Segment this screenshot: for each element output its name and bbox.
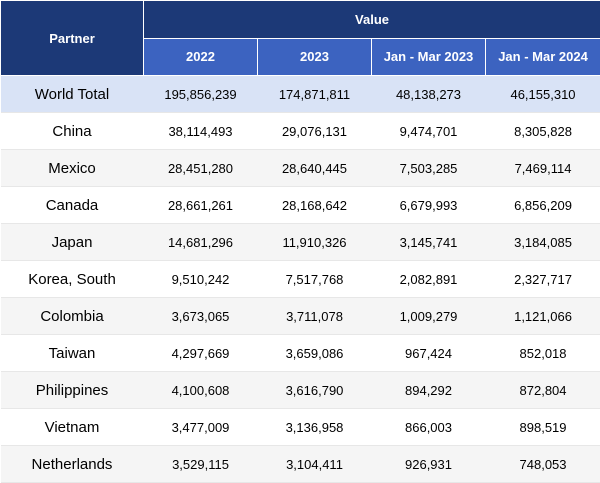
value-cell: 8,305,828 — [485, 112, 600, 150]
value-cell: 3,711,078 — [257, 297, 372, 335]
value-cell: 174,871,811 — [257, 75, 372, 113]
value-cell: 3,145,741 — [371, 223, 486, 261]
partner-cell: Vietnam — [0, 408, 144, 446]
value-cell: 3,477,009 — [143, 408, 258, 446]
partner-cell: Japan — [0, 223, 144, 261]
value-cell: 7,517,768 — [257, 260, 372, 298]
table-header: Partner Value 2022 2023 Jan - Mar 2023 J… — [0, 0, 600, 76]
table-row: Taiwan 4,297,669 3,659,086 967,424 852,0… — [0, 334, 600, 372]
value-cell: 3,136,958 — [257, 408, 372, 446]
table-row-world-total: World Total 195,856,239 174,871,811 48,1… — [0, 75, 600, 113]
partner-cell: Taiwan — [0, 334, 144, 372]
value-cell: 866,003 — [371, 408, 486, 446]
value-cell: 9,510,242 — [143, 260, 258, 298]
table-body: World Total 195,856,239 174,871,811 48,1… — [0, 75, 600, 483]
value-cell: 7,503,285 — [371, 149, 486, 187]
table-row: Canada 28,661,261 28,168,642 6,679,993 6… — [0, 186, 600, 224]
value-cell: 3,659,086 — [257, 334, 372, 372]
table-row: Mexico 28,451,280 28,640,445 7,503,285 7… — [0, 149, 600, 187]
partner-cell: Canada — [0, 186, 144, 224]
table-row: Japan 14,681,296 11,910,326 3,145,741 3,… — [0, 223, 600, 261]
value-cell: 28,451,280 — [143, 149, 258, 187]
value-cell: 2,327,717 — [485, 260, 600, 298]
value-cell: 872,804 — [485, 371, 600, 409]
partner-cell: China — [0, 112, 144, 150]
partner-column-header: Partner — [0, 0, 144, 76]
value-cell: 195,856,239 — [143, 75, 258, 113]
value-cell: 3,184,085 — [485, 223, 600, 261]
table-row: China 38,114,493 29,076,131 9,474,701 8,… — [0, 112, 600, 150]
value-cell: 4,297,669 — [143, 334, 258, 372]
column-header-jan-mar-2024: Jan - Mar 2024 — [484, 37, 600, 76]
table-row: Korea, South 9,510,242 7,517,768 2,082,8… — [0, 260, 600, 298]
partner-cell: Colombia — [0, 297, 144, 335]
value-cell: 14,681,296 — [143, 223, 258, 261]
value-cell: 3,616,790 — [257, 371, 372, 409]
value-cell: 7,469,114 — [485, 149, 600, 187]
value-cell: 29,076,131 — [257, 112, 372, 150]
value-cell: 6,856,209 — [485, 186, 600, 224]
table-row: Philippines 4,100,608 3,616,790 894,292 … — [0, 371, 600, 409]
partner-cell: Korea, South — [0, 260, 144, 298]
value-cell: 6,679,993 — [371, 186, 486, 224]
value-cell: 3,104,411 — [257, 445, 372, 483]
value-cell: 967,424 — [371, 334, 486, 372]
value-cell: 898,519 — [485, 408, 600, 446]
partner-cell: Mexico — [0, 149, 144, 187]
table-row: Netherlands 3,529,115 3,104,411 926,931 … — [0, 445, 600, 483]
partner-cell: Netherlands — [0, 445, 144, 483]
value-cell: 48,138,273 — [371, 75, 486, 113]
value-cell: 11,910,326 — [257, 223, 372, 261]
value-cell: 4,100,608 — [143, 371, 258, 409]
value-cell: 2,082,891 — [371, 260, 486, 298]
value-cell: 38,114,493 — [143, 112, 258, 150]
value-cell: 3,673,065 — [143, 297, 258, 335]
value-cell: 748,053 — [485, 445, 600, 483]
value-cell: 926,931 — [371, 445, 486, 483]
value-cell: 28,640,445 — [257, 149, 372, 187]
value-cell: 894,292 — [371, 371, 486, 409]
column-header-jan-mar-2023: Jan - Mar 2023 — [371, 37, 486, 76]
partner-cell: Philippines — [0, 371, 144, 409]
column-header-2023: 2023 — [257, 37, 372, 76]
table-row: Colombia 3,673,065 3,711,078 1,009,279 1… — [0, 297, 600, 335]
value-cell: 1,009,279 — [371, 297, 486, 335]
value-cell: 46,155,310 — [485, 75, 600, 113]
value-cell: 852,018 — [485, 334, 600, 372]
value-cell: 28,661,261 — [143, 186, 258, 224]
value-cell: 1,121,066 — [485, 297, 600, 335]
value-group-header: Value — [142, 0, 600, 39]
partner-cell: World Total — [0, 75, 144, 113]
value-cell: 28,168,642 — [257, 186, 372, 224]
column-header-2022: 2022 — [143, 37, 258, 76]
value-cell: 9,474,701 — [371, 112, 486, 150]
table-row: Vietnam 3,477,009 3,136,958 866,003 898,… — [0, 408, 600, 446]
value-cell: 3,529,115 — [143, 445, 258, 483]
